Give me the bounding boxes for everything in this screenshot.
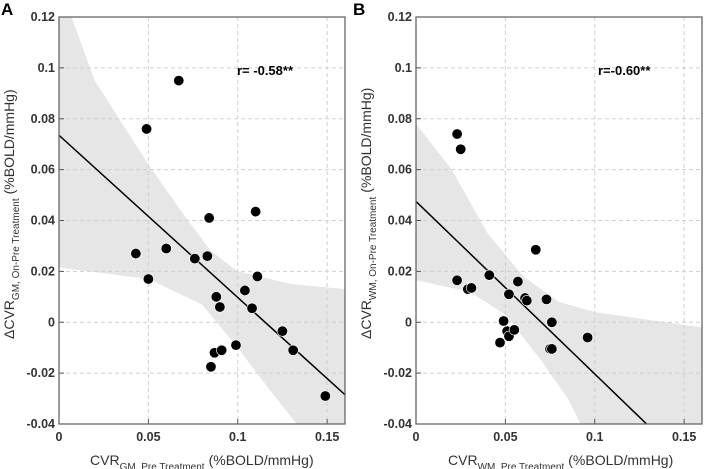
y-tick-label: 0.08 (31, 112, 55, 126)
y-tick-label: 0.06 (31, 163, 55, 177)
data-point (503, 288, 515, 300)
x-tick-label: 0.15 (672, 430, 696, 444)
y-tick-label: -0.04 (384, 417, 413, 431)
data-point (246, 302, 258, 314)
y-tick-label: 0.04 (388, 214, 412, 228)
x-axis-label: CVRGM, Pre Treatment (%BOLD/mmHg) (90, 452, 314, 469)
x-tick-label: 0.05 (493, 430, 517, 444)
data-point (276, 325, 288, 337)
panel-B: 0 0.05 0.1 0.15 -0.04 -0.02 0 0.02 0.04 0.06 0.08 0… (353, 0, 703, 469)
y-tick-label: 0 (48, 315, 55, 329)
data-point (546, 316, 558, 328)
data-point (251, 270, 263, 282)
data-point (210, 291, 222, 303)
y-tick-label: 0.02 (388, 264, 412, 278)
data-point (214, 301, 226, 313)
y-tick-label: 0.04 (31, 214, 55, 228)
data-point (319, 390, 331, 402)
y-tick-label: 0.12 (388, 10, 412, 24)
data-point (230, 339, 242, 351)
data-point (130, 248, 142, 260)
data-point (546, 343, 558, 355)
y-tick-label: 0.02 (31, 264, 55, 278)
data-point (508, 324, 520, 336)
data-point (205, 361, 217, 373)
y-axis-label: ΔCVRGM, On-Pre Treatment(%BOLD/mmHg) (1, 89, 22, 339)
data-point (494, 337, 506, 349)
correlation-annotation: r=-0.60** (598, 63, 651, 78)
data-point (483, 269, 495, 281)
data-point (287, 344, 299, 356)
data-point (465, 282, 477, 294)
y-tick-label: -0.02 (27, 366, 56, 380)
data-point (540, 293, 552, 305)
y-tick-label: 0.1 (38, 61, 55, 75)
data-point (160, 242, 172, 254)
data-point (451, 128, 463, 140)
correlation-annotation: r= -0.58** (237, 63, 294, 78)
confidence-band (59, 17, 345, 424)
data-point (582, 332, 594, 344)
x-tick-label: 0.1 (586, 430, 603, 444)
data-point (455, 143, 467, 155)
confidence-band (416, 17, 702, 424)
data-point (203, 212, 215, 224)
y-axis-label: ΔCVRWM, On-Pre Treatment(%BOLD/mmHg) (358, 88, 379, 339)
data-point (512, 276, 524, 288)
data-point (250, 206, 262, 218)
data-point (201, 250, 213, 262)
x-tick-label: 0 (413, 430, 420, 444)
x-axis-label: CVRWM, Pre Treatment (%BOLD/mmHg) (448, 452, 673, 469)
data-point (498, 315, 510, 327)
panel-label: B (353, 0, 365, 19)
x-tick-label: 0.05 (136, 430, 160, 444)
y-tick-label: 0.08 (388, 112, 412, 126)
data-point (530, 244, 542, 256)
panel-label: A (1, 0, 13, 19)
plot-frame (415, 16, 703, 425)
regression-line (416, 200, 648, 424)
data-point (142, 273, 154, 285)
data-point (521, 295, 533, 307)
y-tick-label: 0 (405, 315, 412, 329)
x-tick-label: 0 (56, 430, 63, 444)
x-tick-label: 0.15 (315, 430, 339, 444)
data-point (173, 75, 185, 87)
y-tick-label: 0.12 (31, 10, 55, 24)
data-point (189, 253, 201, 265)
y-tick-label: -0.04 (27, 417, 56, 431)
data-point (451, 274, 463, 286)
y-tick-label: 0.1 (395, 61, 412, 75)
x-tick-label: 0.1 (229, 430, 246, 444)
data-point (239, 284, 251, 296)
y-tick-label: -0.02 (384, 366, 413, 380)
y-tick-label: 0.06 (388, 163, 412, 177)
data-point (141, 123, 153, 135)
data-point (216, 344, 228, 356)
panel-A: 0 0.05 0.1 0.15 -0.04 -0.02 0 0.02 0.04 0.06 0.08 0… (1, 0, 346, 469)
plot-frame (58, 16, 346, 425)
